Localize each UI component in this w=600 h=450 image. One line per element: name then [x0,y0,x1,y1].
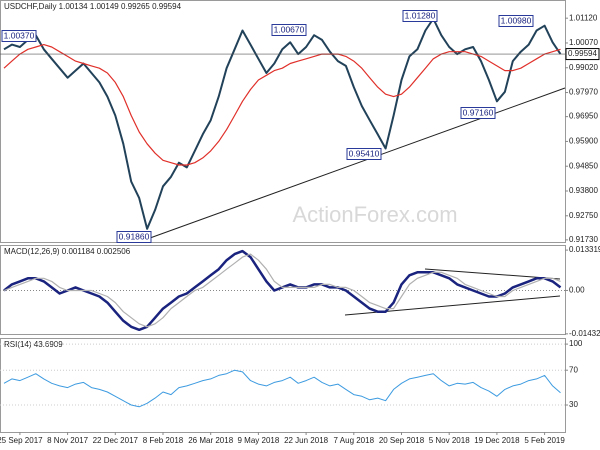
annotation-box [116,231,152,243]
annotation-box [346,148,382,160]
x-tick-label: 20 Sep 2018 [379,436,425,445]
series-line [3,44,561,166]
last-price-label: 0.99594 [568,49,597,58]
y-tick-label: 0.91730 [569,235,598,244]
x-tick-label: 5 Feb 2019 [524,436,565,445]
annotation-label: 1.00370 [4,30,35,40]
rsi-title: RSI(14) 43.6909 [4,340,63,349]
y-tick-label: -0.014323 [569,329,600,338]
y-tick-label: 0.93800 [569,186,598,195]
watermark: ActionForex.com [292,202,457,227]
y-tick-label: 0.96950 [569,112,598,121]
annotation-box [271,24,307,36]
annotation-box [460,107,496,119]
macd-title: MACD(12,26,9) 0.001184 0.002506 [4,247,131,256]
y-tick-label: 0.00 [569,286,585,295]
x-tick-label: 19 Dec 2018 [474,436,520,445]
x-tick-label: 22 Jun 2018 [284,436,329,445]
y-tick-label: 70 [569,365,578,374]
annotation-label: 0.97160 [463,107,494,117]
x-tick-label: 22 Dec 2017 [93,436,139,445]
price-panel [0,0,566,243]
rsi-panel [0,338,566,433]
x-tick-label: 8 Feb 2018 [143,436,184,445]
annotation-box [1,30,37,42]
x-tick-label: 7 Aug 2018 [334,436,375,445]
y-tick-label: 1.00070 [569,38,598,47]
x-tick-label: 26 Mar 2018 [188,436,233,445]
annotation-label: 1.00980 [501,15,532,25]
price-title: USDCHF,Daily 1.00134 1.00149 0.99265 0.9… [4,2,182,11]
annotation-label: 1.01280 [405,10,436,20]
trendline [149,87,566,239]
series-line [3,17,562,230]
y-tick-label: 0.95900 [569,137,598,146]
y-tick-label: 100 [569,339,583,348]
x-tick-label: 5 Nov 2018 [429,436,470,445]
y-tick-label: 0.99020 [569,63,598,72]
x-tick-label: 8 Nov 2017 [47,436,88,445]
annotation-box [498,15,534,27]
y-tick-label: 0.013319 [569,245,600,254]
annotation-label: 0.95410 [349,148,380,158]
annotation-label: 1.00670 [274,24,305,34]
last-price-box [565,48,600,61]
series-line [3,253,561,328]
series-line [3,369,561,408]
annotation-box [402,10,438,22]
x-tick-label: 9 May 2018 [237,436,279,445]
y-tick-label: 0.92750 [569,211,598,220]
y-tick-label: 30 [569,400,578,409]
y-tick-label: 0.94850 [569,161,598,170]
annotation-label: 0.91860 [119,231,150,241]
x-tick-label: 25 Sep 2017 [0,436,43,445]
y-tick-label: 0.97970 [569,88,598,97]
y-tick-label: 1.01120 [569,13,598,22]
